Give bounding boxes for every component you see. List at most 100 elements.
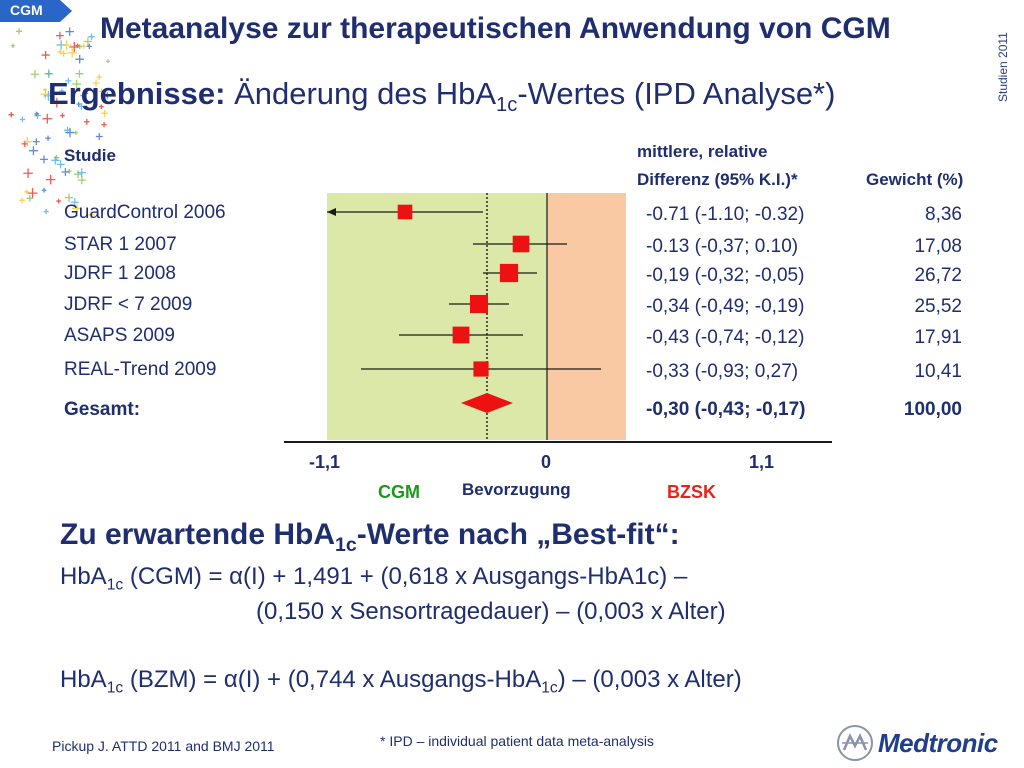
sparkle (75, 54, 85, 64)
study-name: JDRF 1 2008 (64, 263, 176, 284)
sparkle (72, 79, 81, 89)
sparkle (46, 70, 52, 77)
equation-cgm-line1: HbA1c (CGM) = α(I) + 1,491 + (0,618 x Au… (60, 563, 688, 594)
chart-subtitle: Ergebnisse: Änderung des HbA1c-Wertes (I… (48, 76, 835, 115)
eq-bzm-sub2: 1c (541, 679, 558, 697)
column-header-weight: Gewicht (%) (866, 170, 964, 189)
sparkle (66, 168, 72, 174)
study-weight: 25,52 (914, 296, 962, 317)
page-title: Metaanalyse zur therapeutischen Anwendun… (100, 12, 891, 45)
study-weight: 17,08 (914, 236, 962, 257)
eq-cgm-post: (CGM) = α(I) + 1,491 + (0,618 x Ausgangs… (123, 563, 688, 590)
favours-center-label: Bevorzugung (462, 480, 571, 499)
cgm-tag-label: CGM (10, 2, 43, 18)
sparkle (43, 87, 48, 92)
sparkle (43, 90, 54, 101)
sparkle (74, 170, 83, 179)
sparkle (27, 188, 38, 198)
sparkle (23, 168, 33, 179)
sparkle (15, 28, 23, 35)
sparkle (72, 203, 82, 214)
x-tick-label: 1,1 (749, 452, 775, 472)
sparkle (24, 189, 29, 194)
column-header-effect-line1: mittlere, relative (637, 142, 768, 161)
sparkle (40, 155, 48, 164)
eq-cgm-pre: HbA (60, 563, 107, 590)
overall-weight: 100,00 (903, 399, 962, 420)
sparkle (67, 48, 77, 58)
effect-ci: -0.71 (-1.10; -0.32) (646, 204, 805, 225)
eq-cgm-sub: 1c (106, 576, 124, 594)
sparkle (65, 127, 75, 138)
effect-ci: -0,43 (-0,74; -0,12) (646, 327, 805, 348)
study-name: GuardControl 2006 (64, 202, 226, 223)
sparkle (28, 146, 38, 156)
sparkle (19, 116, 26, 123)
favours-bzsk-label: BZSK (667, 482, 716, 502)
sparkle (104, 92, 111, 99)
effect-ci: -0,33 (-0,93; 0,27) (646, 361, 799, 382)
point-estimate (512, 235, 530, 253)
eq-bzm-mid: (BZM) = α(I) + (0,744 x Ausgangs-HbA (123, 666, 542, 693)
sparkle (60, 113, 65, 118)
sparkle (96, 156, 102, 162)
study-name: STAR 1 2007 (64, 234, 177, 255)
sparkle (56, 160, 65, 169)
sparkle (8, 111, 14, 118)
equation-bzm: HbA1c (BZM) = α(I) + (0,744 x Ausgangs-H… (60, 666, 742, 697)
sparkle (83, 118, 90, 125)
overall-effect-ci: -0,30 (-0,43; -0,17) (646, 399, 806, 420)
sparkle (10, 43, 16, 48)
sparkle (41, 187, 47, 193)
sparkle (77, 44, 83, 49)
sparkle (65, 77, 72, 84)
overall-label: Gesamt: (64, 399, 141, 420)
medtronic-logo-icon (837, 725, 873, 761)
medtronic-logo-text: Medtronic (878, 728, 998, 758)
sparkle (30, 70, 40, 79)
citation: Pickup J. ATTD 2011 and BMJ 2011 (52, 738, 275, 754)
effect-ci: -0,34 (-0,49; -0,19) (646, 296, 805, 317)
column-header-effect-line2: Differenz (95% K.I.)* (637, 170, 798, 189)
sparkle (42, 113, 53, 124)
sparkle (32, 138, 40, 146)
sparkle (81, 43, 87, 49)
study-name: REAL-Trend 2009 (64, 359, 217, 380)
sparkle (57, 49, 63, 55)
sparkle (99, 104, 104, 109)
study-weight: 10,41 (914, 361, 962, 382)
subtitle-bold: Ergebnisse: (48, 76, 226, 111)
overall-diamond (461, 393, 513, 413)
study-name: ASAPS 2009 (64, 325, 175, 346)
sparkle (61, 168, 70, 176)
study-name: JDRF < 7 2009 (64, 294, 193, 315)
sparkle (65, 27, 74, 36)
sparkle (78, 102, 86, 110)
favours-cgm-label: CGM (378, 482, 420, 502)
sparkle (75, 69, 84, 78)
sparkle (61, 40, 72, 50)
sparkle (41, 50, 50, 60)
sparkle (22, 136, 33, 147)
subtitle-sub: 1c (496, 94, 518, 117)
point-estimate (473, 361, 489, 377)
sparkle (70, 198, 79, 207)
point-estimate (397, 204, 413, 220)
best-fit-heading: Zu erwartende HbA1c-Werte nach „Best-fit… (60, 518, 680, 555)
sparkle (63, 126, 72, 134)
best-fit-heading-sub: 1c (335, 533, 357, 556)
sparkle (82, 90, 89, 97)
sparkle (83, 37, 93, 46)
sparkle-decorations (8, 27, 111, 219)
sparkle (26, 195, 34, 202)
best-fit-heading-pre: Zu erwartende HbA (60, 518, 336, 551)
eq-bzm-pre: HbA (60, 666, 107, 693)
sparkle (52, 97, 62, 108)
sparkle (88, 33, 95, 40)
sparkle (19, 197, 25, 204)
sparkle (92, 79, 100, 87)
equation-cgm-line2: (0,150 x Sensortragedauer) – (0,003 x Al… (256, 598, 726, 625)
sparkle (76, 102, 81, 107)
eq-bzm-sub: 1c (106, 679, 124, 697)
